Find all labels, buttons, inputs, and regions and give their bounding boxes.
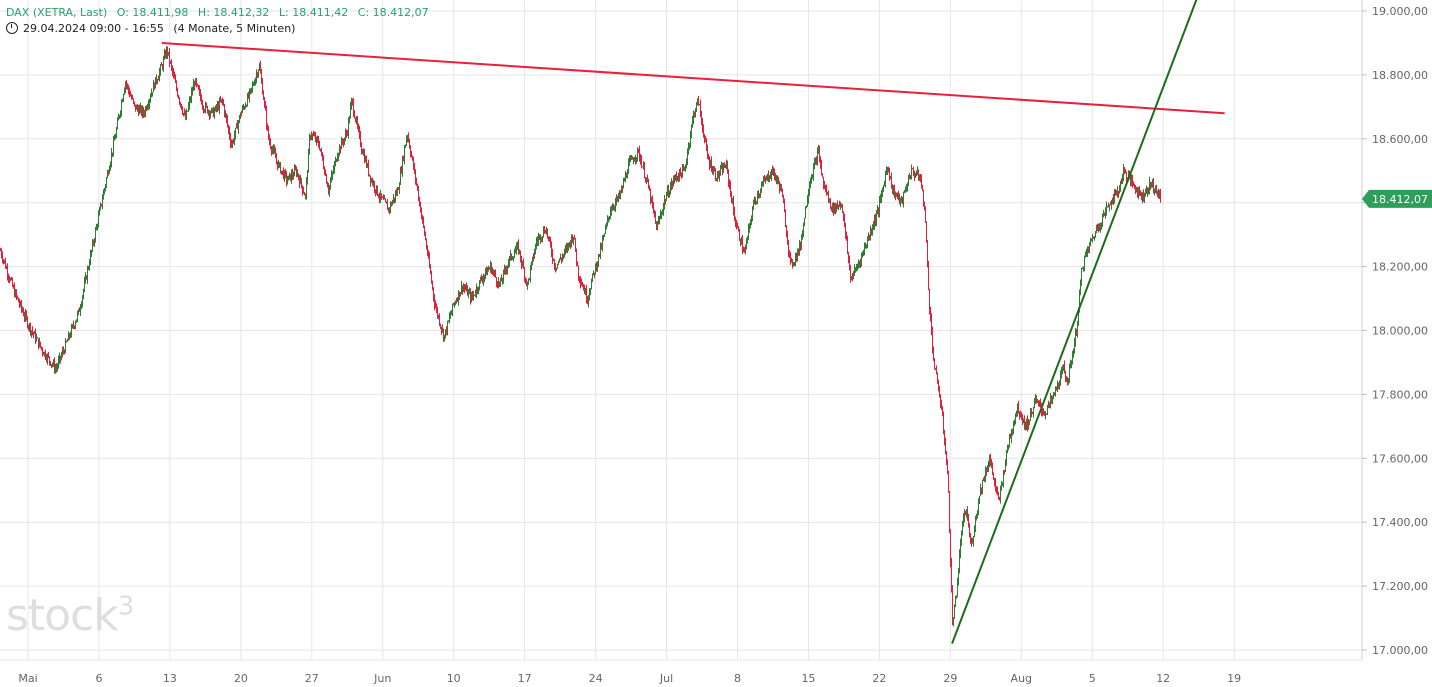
y-tick-label: 17.600,00 (1372, 452, 1428, 465)
low-value: L: 18.411,42 (278, 6, 349, 19)
y-tick-label: 18.000,00 (1372, 325, 1428, 338)
last-price-badge (1362, 189, 1432, 208)
x-tick-label: Jul (659, 672, 673, 685)
x-tick-label: 27 (305, 672, 319, 685)
trendline (161, 41, 1225, 115)
y-tick-label: 18.600,00 (1372, 133, 1428, 146)
x-tick-label: 15 (801, 672, 815, 685)
y-tick-label: 18.800,00 (1372, 69, 1428, 82)
y-tick-label: 17.000,00 (1372, 644, 1428, 657)
instrument-header: DAX (XETRA, Last) O: 18.411,98 H: 18.412… (6, 6, 435, 19)
x-tick-label: 19 (1227, 672, 1241, 685)
y-tick-label: 18.200,00 (1372, 261, 1428, 274)
instrument-title: DAX (XETRA, Last) (6, 6, 108, 19)
x-tick-label: 13 (163, 672, 177, 685)
x-tick-label: 10 (447, 672, 461, 685)
time-range: 29.04.2024 09:00 - 16:55 (23, 22, 164, 35)
price-series (0, 46, 1161, 627)
y-tick-label: 17.200,00 (1372, 580, 1428, 593)
period-label: (4 Monate, 5 Minuten) (173, 22, 296, 35)
x-tick-label: Mai (18, 672, 37, 685)
x-tick-label: 6 (95, 672, 102, 685)
x-tick-label: 29 (943, 672, 957, 685)
x-tick-label: Jun (373, 672, 391, 685)
x-tick-label: 22 (872, 672, 886, 685)
y-tick-label: 17.400,00 (1372, 516, 1428, 529)
clock-icon (6, 22, 18, 34)
grid-lines (0, 0, 1362, 660)
close-value: C: 18.412,07 (357, 6, 429, 19)
y-tick-label: 19.000,00 (1372, 5, 1428, 18)
watermark-logo: stock3 (6, 590, 134, 641)
trendline (951, 0, 1198, 644)
x-tick-label: 24 (589, 672, 603, 685)
x-tick-label: 8 (734, 672, 741, 685)
time-range-header: 29.04.2024 09:00 - 16:55 (4 Monate, 5 Mi… (6, 22, 301, 35)
x-tick-label: Aug (1011, 672, 1032, 685)
trendlines (161, 0, 1225, 644)
last-price-marker: 18.412,07 (1362, 189, 1432, 208)
high-value: H: 18.412,32 (197, 6, 270, 19)
last-price-label: 18.412,07 (1372, 193, 1428, 206)
x-axis: Mai 6 13 20 27 Jun 10 17 24 Jul 8 15 22 29 Aug 5 12 19 (0, 659, 1362, 685)
x-tick-label: 12 (1156, 672, 1170, 685)
y-tick-label: 17.800,00 (1372, 388, 1428, 401)
x-tick-label: 17 (518, 672, 532, 685)
y-axis: 17.000,00 17.200,00 17.400,00 17.600,00 17.8… (1362, 5, 1428, 657)
open-value: O: 18.411,98 (116, 6, 189, 19)
x-tick-label: 5 (1089, 672, 1096, 685)
x-tick-label: 20 (234, 672, 248, 685)
